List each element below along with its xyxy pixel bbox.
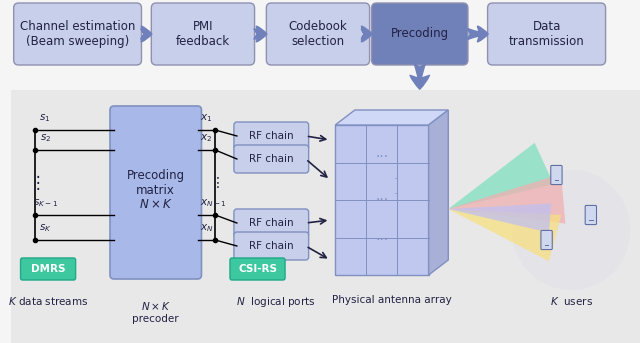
- Text: RF chain: RF chain: [249, 131, 294, 141]
- Polygon shape: [448, 143, 554, 209]
- Text: RF chain: RF chain: [249, 154, 294, 164]
- Text: PMI
feedback: PMI feedback: [176, 20, 230, 48]
- FancyBboxPatch shape: [266, 3, 370, 65]
- Text: RF chain: RF chain: [249, 241, 294, 251]
- FancyBboxPatch shape: [234, 122, 308, 150]
- Text: Physical antenna array: Physical antenna array: [332, 295, 452, 305]
- Text: $N$  logical ports: $N$ logical ports: [236, 295, 316, 309]
- Text: $s_K$: $s_K$: [39, 222, 51, 234]
- Text: $x_{N-1}$: $x_{N-1}$: [200, 197, 227, 209]
- FancyBboxPatch shape: [20, 258, 76, 280]
- FancyBboxPatch shape: [585, 205, 596, 225]
- Text: $x_N$: $x_N$: [200, 222, 213, 234]
- FancyBboxPatch shape: [234, 145, 308, 173]
- Text: ·
·
·: · · ·: [394, 158, 398, 201]
- Text: CSI-RS: CSI-RS: [238, 264, 277, 274]
- Text: $K$  users: $K$ users: [550, 295, 593, 307]
- Circle shape: [512, 170, 630, 290]
- FancyBboxPatch shape: [11, 0, 640, 90]
- Polygon shape: [448, 174, 565, 224]
- FancyBboxPatch shape: [234, 232, 308, 260]
- Text: ···: ···: [375, 233, 388, 247]
- Text: $x_1$: $x_1$: [200, 112, 212, 124]
- Text: ···: ···: [375, 150, 388, 164]
- Polygon shape: [448, 203, 552, 233]
- Text: $N\times K$
precoder: $N\times K$ precoder: [132, 300, 179, 323]
- FancyBboxPatch shape: [372, 3, 468, 65]
- Text: DMRS: DMRS: [31, 264, 65, 274]
- Text: Data
transmission: Data transmission: [509, 20, 584, 48]
- Text: $s_2$: $s_2$: [40, 132, 51, 144]
- Text: ···: ···: [375, 193, 388, 207]
- FancyBboxPatch shape: [230, 258, 285, 280]
- Text: ⋮: ⋮: [211, 176, 225, 190]
- FancyBboxPatch shape: [551, 165, 562, 185]
- FancyBboxPatch shape: [13, 3, 141, 65]
- Text: Channel estimation
(Beam sweeping): Channel estimation (Beam sweeping): [20, 20, 135, 48]
- FancyBboxPatch shape: [11, 90, 640, 343]
- Polygon shape: [335, 110, 448, 125]
- Text: $N\times K$: $N\times K$: [139, 198, 173, 211]
- FancyBboxPatch shape: [151, 3, 255, 65]
- Text: RF chain: RF chain: [249, 218, 294, 228]
- Text: Precoding
matrix: Precoding matrix: [127, 168, 185, 197]
- Polygon shape: [429, 110, 448, 275]
- Text: Precoding: Precoding: [390, 27, 449, 40]
- Polygon shape: [448, 209, 561, 261]
- FancyBboxPatch shape: [234, 209, 308, 237]
- Polygon shape: [335, 125, 429, 275]
- Text: $s_{K-1}$: $s_{K-1}$: [33, 197, 58, 209]
- Text: $s_1$: $s_1$: [40, 112, 51, 124]
- Text: Codebook
selection: Codebook selection: [289, 20, 348, 48]
- FancyBboxPatch shape: [541, 230, 552, 250]
- FancyBboxPatch shape: [488, 3, 605, 65]
- Text: ⋮: ⋮: [30, 174, 47, 192]
- Text: $x_2$: $x_2$: [200, 132, 212, 144]
- FancyBboxPatch shape: [110, 106, 202, 279]
- Text: $K$ data streams: $K$ data streams: [8, 295, 88, 307]
